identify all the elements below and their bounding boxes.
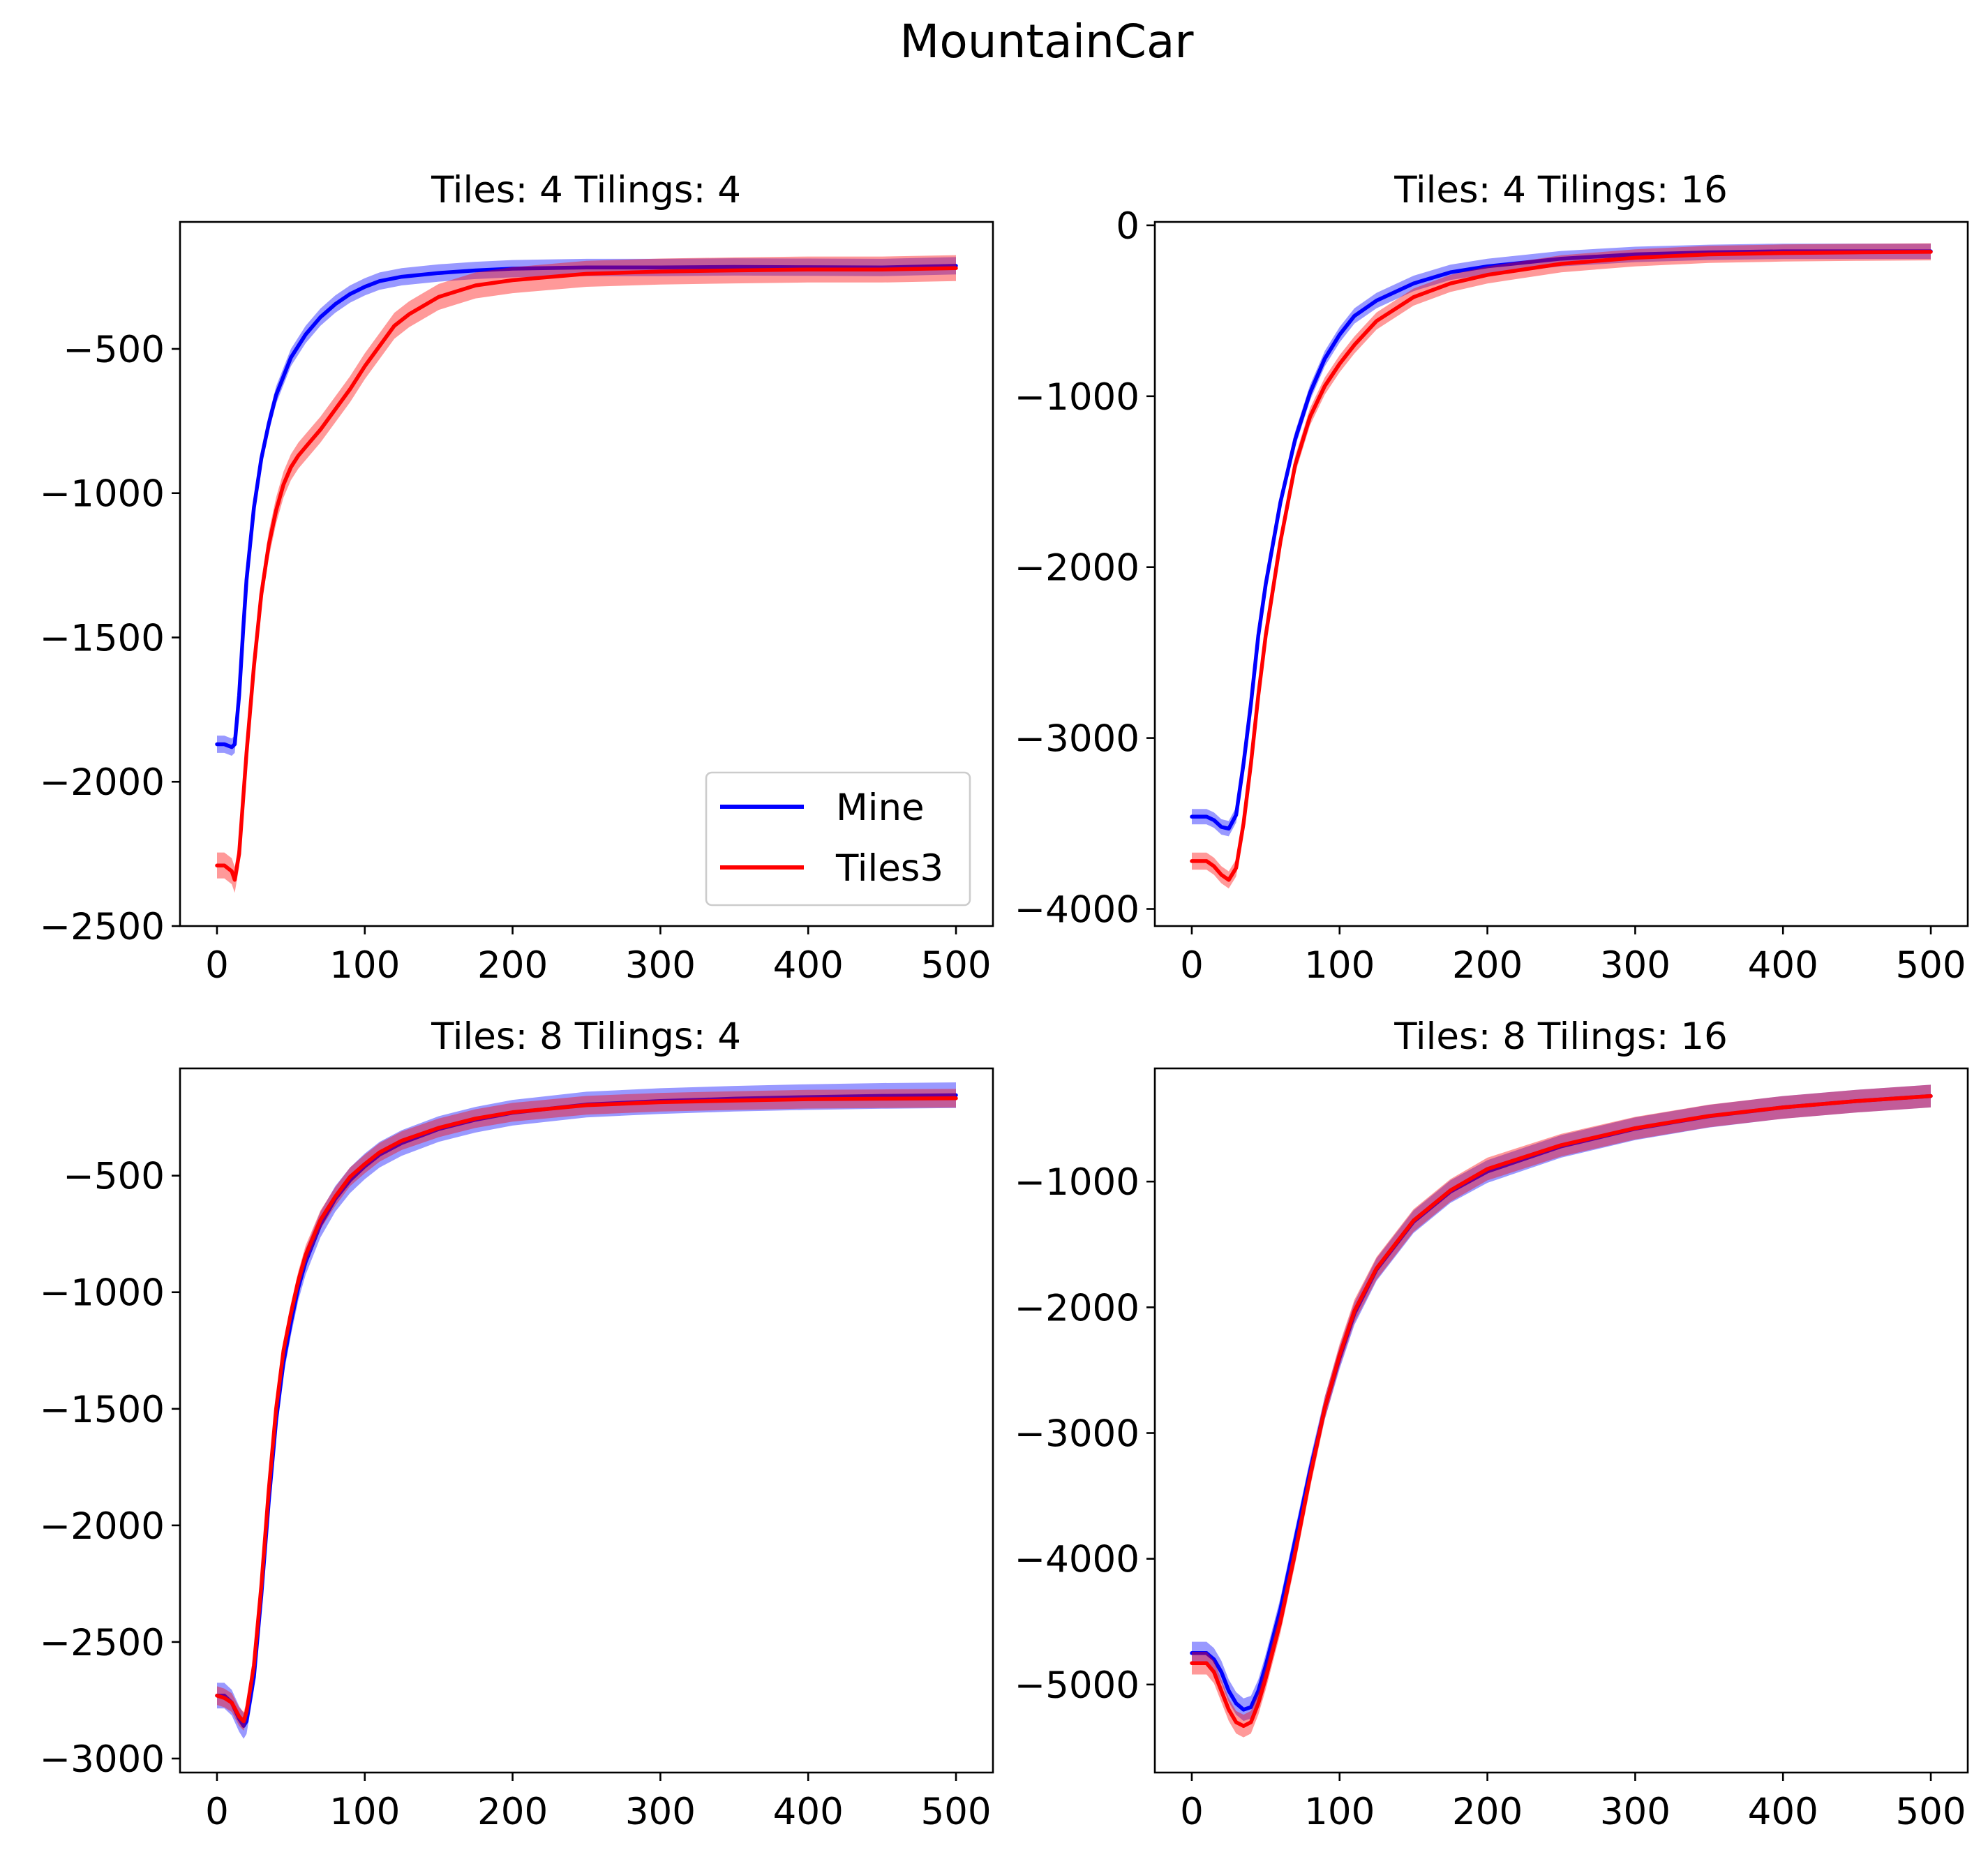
x-ticks-4: 0 100 200 300 400 500 (1180, 1773, 1966, 1833)
y-tick-label: −500 (63, 329, 165, 371)
series-line-tiles3-2 (1190, 250, 1933, 882)
axes-frame-3 (179, 1067, 994, 1774)
y-tick-label: −1000 (1015, 376, 1139, 419)
y-tick-label: −2000 (40, 1505, 165, 1548)
subplot-tiles8-tilings4: Tiles: 8 Tilings: 4 0 100 200 300 400 500 −30… (40, 1015, 994, 1833)
x-tick-label: 500 (1895, 944, 1966, 987)
plot-content-1 (215, 255, 958, 893)
x-tick-label: 200 (477, 944, 548, 987)
x-tick-label: 300 (625, 944, 696, 987)
y-ticks-3: −3000 −2500 −2000 −1500 −1000 −500 (40, 1156, 180, 1781)
subplot-title-2: Tiles: 4 Tilings: 16 (1393, 169, 1728, 211)
x-tick-label: 200 (1452, 1791, 1523, 1833)
subplot-tiles4-tilings16: Tiles: 4 Tilings: 16 0 100 200 300 400 500 −4… (1015, 169, 1969, 987)
y-tick-label: 0 (1116, 205, 1139, 248)
x-tick-label: 100 (329, 944, 400, 987)
x-tick-label: 400 (1748, 1791, 1818, 1833)
y-tick-label: −1000 (40, 1272, 165, 1315)
series-line-mine-2 (1190, 249, 1933, 831)
plot-content-4 (1190, 1084, 1933, 1738)
subplot-title-1: Tiles: 4 Tilings: 4 (431, 169, 741, 211)
y-tick-label: −5000 (1015, 1664, 1139, 1707)
axes-frame-1 (179, 221, 994, 927)
legend-label-tiles3: Tiles3 (835, 847, 943, 890)
y-tick-label: −1000 (40, 473, 165, 516)
series-line-mine-1 (215, 264, 958, 749)
y-tick-label: −2000 (1015, 1287, 1139, 1329)
axes-frame-2 (1153, 221, 1969, 927)
subplot-tiles8-tilings16: Tiles: 8 Tilings: 16 0 100 200 300 400 500 −5… (1015, 1015, 1969, 1833)
x-tick-label: 400 (773, 944, 844, 987)
x-ticks-1: 0 100 200 300 400 500 (205, 926, 992, 987)
x-tick-label: 200 (1452, 944, 1523, 987)
confidence-band-mine-4 (1192, 1084, 1931, 1722)
x-tick-label: 500 (920, 1791, 991, 1833)
legend: Mine Tiles3 (705, 771, 971, 907)
y-tick-label: −2500 (40, 906, 165, 948)
x-tick-label: 300 (1600, 1791, 1671, 1833)
axes-frame-4 (1153, 1067, 1969, 1774)
x-tick-label: 300 (625, 1791, 696, 1833)
y-tick-label: −2000 (1015, 547, 1139, 590)
subplot-title-3: Tiles: 8 Tilings: 4 (431, 1015, 741, 1058)
x-tick-label: 0 (205, 944, 229, 987)
y-tick-label: −3000 (1015, 718, 1139, 761)
series-line-tiles3-4 (1190, 1094, 1933, 1729)
x-tick-label: 100 (1304, 1791, 1375, 1833)
y-tick-label: −2000 (40, 761, 165, 804)
x-tick-label: 0 (205, 1791, 229, 1833)
y-tick-label: −1500 (40, 1389, 165, 1431)
y-ticks-2: −4000 −3000 −2000 −1000 0 (1015, 205, 1155, 932)
y-tick-label: −4000 (1015, 1539, 1139, 1581)
x-tick-label: 500 (920, 944, 991, 987)
series-line-tiles3-1 (215, 266, 958, 882)
x-tick-label: 500 (1895, 1791, 1966, 1833)
y-tick-label: −4000 (1015, 889, 1139, 932)
x-tick-label: 100 (329, 1791, 400, 1833)
x-tick-label: 100 (1304, 944, 1375, 987)
x-ticks-3: 0 100 200 300 400 500 (205, 1773, 992, 1833)
subplot-tiles4-tilings4: Tiles: 4 Tilings: 4 0 100 200 300 400 500 −25… (40, 169, 994, 987)
x-tick-label: 0 (1180, 944, 1204, 987)
y-ticks-1: −2500 −2000 −1500 −1000 −500 (40, 329, 180, 948)
y-tick-label: −3000 (1015, 1413, 1139, 1456)
y-tick-label: −1500 (40, 617, 165, 659)
plot-content-2 (1190, 243, 1933, 889)
y-tick-label: −500 (63, 1156, 165, 1198)
plot-content-3 (215, 1082, 958, 1739)
figure-title: MountainCar (899, 15, 1194, 68)
x-tick-label: 400 (1748, 944, 1818, 987)
series-line-tiles3-3 (215, 1096, 958, 1724)
x-tick-label: 200 (477, 1791, 548, 1833)
y-ticks-4: −5000 −4000 −3000 −2000 −1000 (1015, 1161, 1155, 1707)
y-tick-label: −3000 (40, 1738, 165, 1781)
legend-label-mine: Mine (836, 786, 925, 829)
x-tick-label: 400 (773, 1791, 844, 1833)
x-tick-label: 300 (1600, 944, 1671, 987)
x-tick-label: 0 (1180, 1791, 1204, 1833)
y-tick-label: −2500 (40, 1622, 165, 1664)
subplot-title-4: Tiles: 8 Tilings: 16 (1393, 1015, 1728, 1058)
y-tick-label: −1000 (1015, 1161, 1139, 1204)
x-ticks-2: 0 100 200 300 400 500 (1180, 926, 1966, 987)
